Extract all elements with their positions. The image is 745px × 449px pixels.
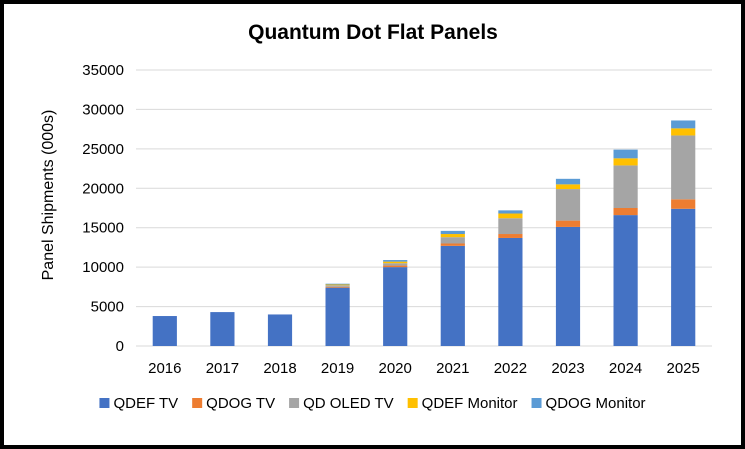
stacked-bar-chart: Quantum Dot Flat Panels Panel Shipments …: [40, 21, 712, 412]
bar-qdef-tv-2017: [210, 312, 235, 346]
bar-qdog-tv-2020: [383, 265, 408, 268]
y-tick-label: 35000: [82, 62, 124, 79]
legend-item-qd-oled-tv: QD OLED TV: [289, 395, 394, 412]
bar-qdog-tv-2022: [498, 234, 523, 238]
x-tick-label: 2018: [263, 360, 296, 377]
legend-swatch: [289, 398, 300, 408]
bars: [152, 120, 696, 346]
legend-swatch: [192, 398, 203, 408]
x-tick-label: 2024: [609, 360, 642, 377]
x-tick-label: 2023: [551, 360, 584, 377]
bar-qdef-monitor-2025: [671, 128, 696, 136]
y-axis-label: Panel Shipments (000s): [40, 110, 57, 281]
bar-qdef-monitor-2022: [498, 213, 523, 219]
y-tick-label: 5000: [91, 299, 124, 316]
bar-qdef-tv-2023: [555, 226, 581, 346]
bar-qdef-tv-2019: [325, 287, 350, 346]
y-tick-label: 20000: [82, 180, 124, 197]
legend-item-qdef-tv: QDEF TV: [99, 395, 178, 412]
y-axis-ticks: 0 5000 10000 15000 20000 25000 30000 35000: [82, 62, 124, 355]
x-tick-label: 2020: [379, 360, 412, 377]
bar-qdog-tv-2025: [671, 199, 696, 209]
bar-qdef-tv-2024: [613, 215, 638, 346]
bar-qdef-monitor-2023: [555, 184, 581, 190]
chart-title: Quantum Dot Flat Panels: [248, 21, 498, 44]
legend-label: QDOG Monitor: [546, 395, 646, 412]
legend: QDEF TV QDOG TV QD OLED TV QDEF Monitor QDOG…: [99, 395, 646, 412]
x-tick-label: 2016: [148, 360, 181, 377]
bar-qd-oled-tv-2024: [613, 165, 638, 208]
bar-qdog-monitor-2020: [383, 260, 408, 262]
x-tick-label: 2019: [321, 360, 354, 377]
bar-qdog-monitor-2024: [613, 149, 638, 159]
bar-qdef-tv-2020: [383, 267, 408, 346]
bar-qdef-tv-2022: [498, 237, 523, 346]
bar-qdef-tv-2025: [671, 208, 696, 346]
y-tick-label: 15000: [82, 220, 124, 237]
bar-qdog-tv-2024: [613, 208, 638, 216]
bar-qdef-monitor-2021: [440, 234, 465, 238]
x-axis-ticks: 2016 2017 2018 2019 2020 2021 2022 2023 2024 2025: [148, 360, 700, 377]
legend-item-qdog-monitor: QDOG Monitor: [531, 395, 646, 412]
bar-qdog-monitor-2023: [555, 178, 581, 185]
legend-label: QDEF Monitor: [422, 395, 518, 412]
y-tick-label: 30000: [82, 101, 124, 118]
y-tick-label: 10000: [82, 259, 124, 276]
bar-qdef-tv-2016: [152, 316, 177, 346]
bar-qdog-monitor-2021: [440, 230, 465, 235]
legend-label: QDEF TV: [113, 395, 178, 412]
bar-qdog-tv-2023: [555, 220, 581, 227]
bar-qdog-monitor-2025: [671, 120, 696, 129]
bar-qdog-monitor-2022: [498, 210, 523, 214]
bar-qd-oled-tv-2019: [325, 285, 350, 287]
x-tick-label: 2017: [206, 360, 239, 377]
legend-item-qdef-monitor: QDEF Monitor: [407, 395, 518, 412]
bar-qd-oled-tv-2025: [671, 135, 696, 200]
y-tick-label: 25000: [82, 141, 124, 158]
chart-frame: Quantum Dot Flat Panels Panel Shipments …: [4, 4, 741, 445]
x-tick-label: 2025: [667, 360, 700, 377]
bar-qdog-monitor-2019: [325, 283, 350, 285]
x-tick-label: 2021: [436, 360, 469, 377]
bar-qdef-tv-2021: [440, 245, 465, 346]
legend-swatch: [407, 398, 418, 408]
bar-qd-oled-tv-2023: [555, 189, 581, 221]
legend-label: QDOG TV: [206, 395, 275, 412]
bar-qdef-monitor-2020: [383, 261, 408, 264]
bar-qd-oled-tv-2022: [498, 218, 523, 235]
bar-qdog-tv-2021: [440, 243, 465, 246]
bar-qdog-tv-2019: [325, 286, 350, 288]
bar-qdef-monitor-2024: [613, 158, 638, 166]
x-tick-label: 2022: [494, 360, 527, 377]
bar-qd-oled-tv-2020: [383, 263, 408, 266]
y-tick-label: 0: [116, 338, 124, 355]
bar-qd-oled-tv-2021: [440, 237, 465, 244]
legend-swatch: [531, 398, 542, 408]
legend-swatch: [99, 398, 110, 408]
bar-qdef-tv-2018: [267, 314, 293, 346]
legend-label: QD OLED TV: [303, 395, 394, 412]
gridlines: [136, 69, 712, 347]
bar-qdef-monitor-2019: [325, 284, 350, 286]
legend-item-qdog-tv: QDOG TV: [192, 395, 275, 412]
